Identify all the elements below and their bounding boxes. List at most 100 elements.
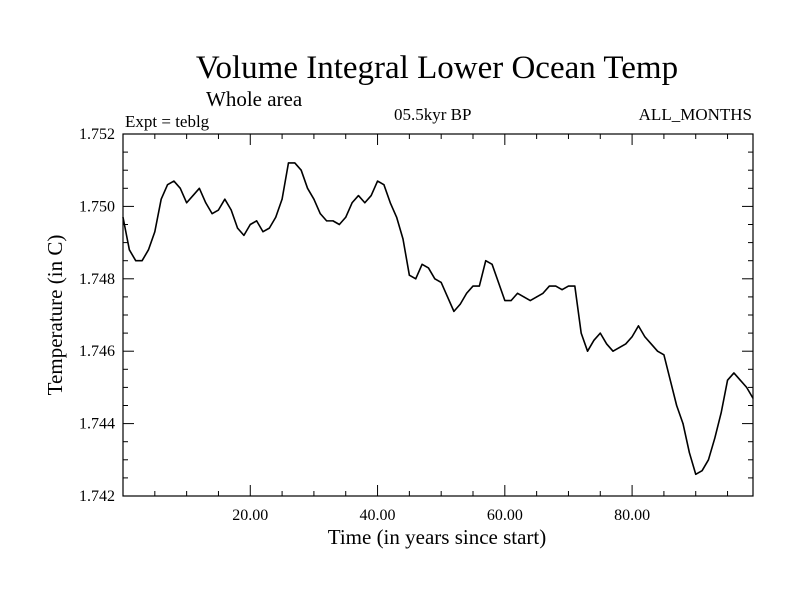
data-point	[281, 198, 283, 200]
data-point	[262, 231, 264, 233]
data-point	[396, 216, 398, 218]
data-point	[217, 209, 220, 211]
x-axis-label: Time (in years since start)	[328, 525, 547, 549]
data-point	[574, 285, 576, 287]
data-point	[243, 234, 245, 236]
data-point	[695, 473, 697, 475]
data-point	[612, 350, 614, 352]
data-point	[548, 285, 550, 287]
data-point	[504, 299, 506, 302]
data-point	[179, 187, 181, 189]
data-point	[586, 350, 589, 352]
data-point	[408, 274, 410, 276]
months-label: ALL_MONTHS	[639, 105, 752, 124]
data-point	[663, 354, 665, 356]
data-point	[389, 202, 391, 204]
data-point	[644, 336, 646, 338]
data-point	[561, 289, 563, 291]
data-point	[491, 263, 493, 265]
data-point	[637, 325, 640, 327]
data-point	[733, 372, 735, 374]
data-point	[434, 278, 436, 280]
data-point	[542, 292, 544, 294]
y-axis-label: Temperature (in C)	[43, 235, 67, 396]
data-point	[224, 198, 226, 200]
data-point	[752, 397, 754, 399]
data-point	[376, 180, 379, 182]
chart-subtitle: Whole area	[206, 87, 303, 111]
data-point	[351, 202, 353, 204]
data-point	[160, 198, 162, 200]
data-point	[345, 216, 347, 218]
data-point	[198, 187, 200, 189]
data-point	[478, 285, 480, 287]
data-point	[510, 299, 512, 302]
data-point	[580, 332, 582, 334]
y-tick-label: 1.752	[79, 126, 115, 143]
data-point	[682, 423, 684, 425]
y-tick-label: 1.742	[79, 488, 115, 505]
data-point	[606, 343, 608, 345]
data-point	[567, 285, 570, 287]
data-point	[701, 470, 703, 472]
data-point	[618, 346, 620, 349]
data-point	[440, 281, 442, 284]
data-point	[326, 220, 328, 222]
data-point	[593, 339, 595, 341]
data-point	[364, 202, 366, 204]
data-point	[720, 412, 722, 414]
x-tick-label: 40.00	[360, 507, 396, 524]
data-point	[205, 202, 207, 204]
chart-title: Volume Integral Lower Ocean Temp	[196, 50, 678, 86]
data-point	[154, 231, 156, 233]
data-point	[236, 227, 239, 229]
data-point	[631, 336, 633, 338]
y-axis: 1.742 1.744 1.746 1.748 1.750 1.752	[79, 126, 753, 505]
data-point	[739, 379, 741, 381]
data-point	[485, 260, 487, 262]
data-point	[128, 249, 130, 251]
data-point	[453, 310, 455, 312]
data-point	[472, 285, 474, 287]
data-point	[294, 162, 296, 164]
data-point	[173, 180, 175, 182]
data-point	[287, 162, 290, 164]
data-point	[357, 194, 360, 197]
data-point	[166, 184, 169, 186]
data-point	[338, 223, 340, 226]
x-tick-label: 20.00	[232, 507, 268, 524]
data-point	[714, 437, 716, 439]
data-point	[656, 350, 659, 352]
data-point	[383, 184, 385, 186]
data-point	[446, 296, 449, 298]
data-point	[332, 220, 334, 222]
data-point	[268, 227, 270, 229]
data-point	[421, 263, 423, 265]
series-line	[122, 162, 754, 476]
y-tick-label: 1.748	[79, 271, 115, 288]
data-point	[135, 260, 137, 262]
data-point	[275, 216, 277, 218]
data-point	[669, 379, 671, 381]
data-point	[625, 343, 627, 345]
data-point	[256, 220, 258, 222]
data-point	[427, 267, 430, 269]
data-point	[141, 260, 143, 262]
data-point	[726, 379, 729, 381]
data-point	[370, 194, 372, 197]
data-point	[599, 332, 601, 334]
x-tick-label: 60.00	[487, 507, 523, 524]
y-tick-label: 1.744	[79, 416, 115, 433]
period-label: 05.5kyr BP	[394, 105, 471, 124]
data-point	[415, 278, 417, 280]
plot-frame	[122, 133, 754, 497]
data-point	[516, 292, 519, 294]
series-layer	[122, 162, 754, 476]
data-point	[147, 249, 150, 251]
y-tick-label: 1.746	[79, 343, 115, 360]
data-point	[192, 194, 194, 197]
data-point	[249, 223, 251, 226]
data-point	[650, 343, 652, 345]
